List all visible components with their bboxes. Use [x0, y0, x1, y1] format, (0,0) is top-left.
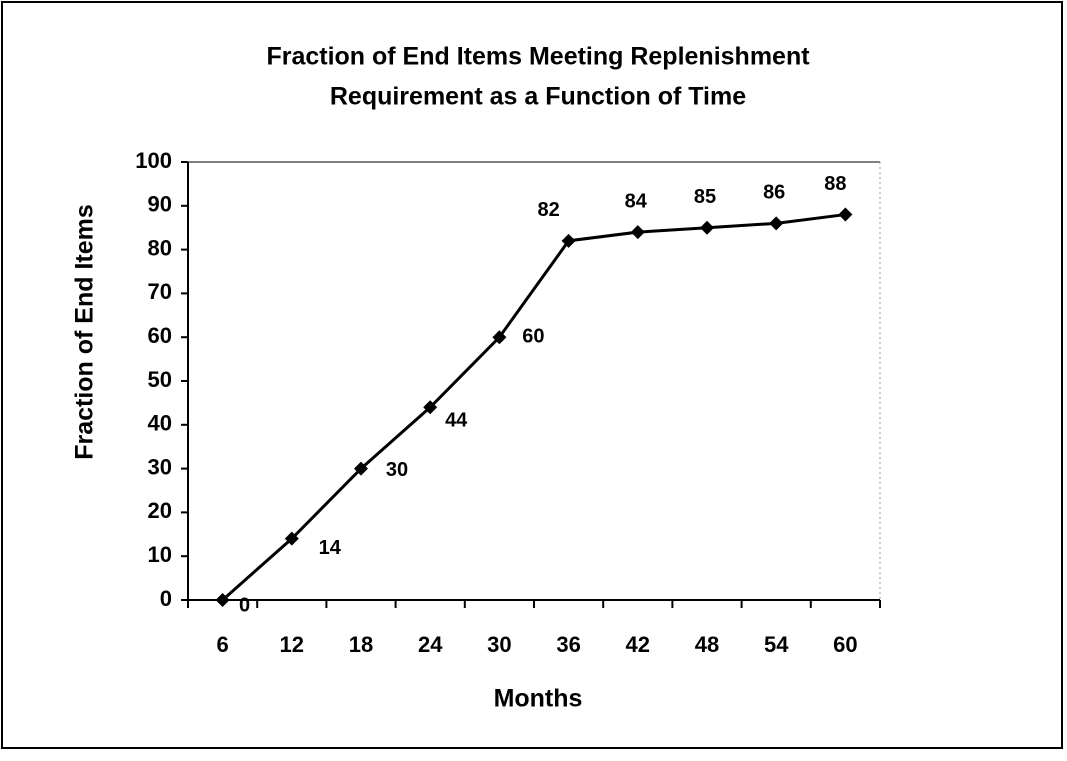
chart-frame [1, 1, 1063, 749]
data-label: 88 [824, 173, 846, 195]
y-tick-label: 100 [135, 148, 172, 173]
y-tick-label: 30 [148, 454, 172, 479]
y-tick-label: 10 [148, 542, 172, 567]
marker [284, 531, 299, 546]
x-tick-label: 24 [418, 632, 443, 657]
y-tick-label: 40 [148, 411, 172, 436]
data-label: 0 [239, 594, 250, 616]
data-label: 30 [386, 459, 408, 481]
chart-title: Fraction of End Items Meeting Replenishm… [266, 43, 810, 71]
data-label: 86 [763, 182, 785, 204]
data-label: 60 [522, 325, 544, 347]
data-line [221, 213, 846, 602]
data-label: 84 [625, 190, 648, 212]
y-tick-label: 70 [148, 279, 172, 304]
x-tick-label: 60 [833, 632, 857, 657]
marker [492, 330, 507, 345]
y-tick-label: 90 [148, 192, 172, 217]
y-axis-label: Fraction of End Items [71, 204, 99, 460]
marker [215, 593, 230, 607]
marker [838, 207, 853, 222]
x-axis-label: Months [494, 685, 583, 713]
marker [630, 225, 645, 240]
data-label: 14 [319, 537, 342, 559]
marker [769, 216, 784, 231]
chart-subtitle: Requirement as a Function of Time [330, 83, 746, 111]
x-tick-label: 12 [280, 632, 304, 657]
y-tick-label: 20 [148, 498, 172, 523]
y-tick-label: 60 [148, 323, 172, 348]
x-tick-label: 42 [626, 632, 650, 657]
data-label: 82 [537, 199, 559, 221]
data-label: 44 [445, 410, 468, 432]
marker [561, 233, 576, 248]
marker [423, 400, 438, 415]
x-tick-label: 48 [695, 632, 719, 657]
data-label: 85 [694, 186, 716, 208]
y-tick-label: 80 [148, 235, 172, 260]
x-tick-label: 30 [487, 632, 511, 657]
x-tick-label: 54 [764, 632, 789, 657]
x-tick-label: 36 [556, 632, 580, 657]
x-tick-label: 6 [216, 632, 228, 657]
y-tick-label: 50 [148, 367, 172, 392]
marker [700, 220, 714, 235]
y-tick-label: 0 [160, 586, 172, 611]
x-tick-label: 18 [349, 632, 373, 657]
marker [354, 461, 368, 476]
